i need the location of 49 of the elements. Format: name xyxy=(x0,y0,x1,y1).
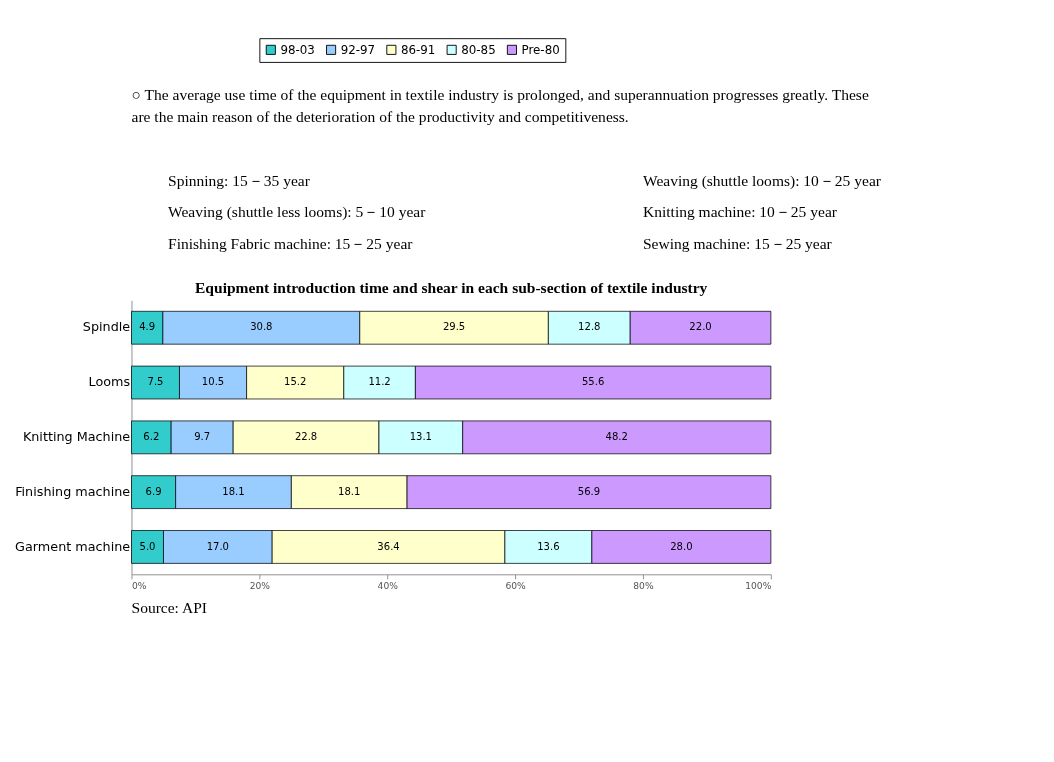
data-label: 48.2 xyxy=(605,431,628,443)
data-label: 36.4 xyxy=(377,540,400,552)
chart-title: Equipment introduction time and shear in each sub-section of textile industry xyxy=(195,279,708,297)
data-label: 22.8 xyxy=(294,431,318,443)
source-note: Source: API xyxy=(131,598,207,616)
text: ○ The average use time of the equipment in textile industry is prolonged, and superannuation progresses greatly. These are the main reason of the deterioration of the productivity and competitiveness. xyxy=(131,86,869,126)
data-label: 9.7 xyxy=(194,431,211,443)
legend-label: 92-97 xyxy=(340,42,376,57)
data-label: 6.9 xyxy=(145,485,162,497)
text: Weaving (shuttle looms): 10－25 year xyxy=(642,171,882,190)
y-tick-label: Garment machine xyxy=(15,538,131,554)
data-label: 15.2 xyxy=(284,376,307,388)
data-label: 17.0 xyxy=(206,540,229,552)
data-label: 56.9 xyxy=(577,485,601,497)
x-tick-label: 0% xyxy=(131,580,147,591)
data-label: 13.1 xyxy=(409,431,432,443)
data-label: 11.2 xyxy=(368,376,391,388)
x-tick-label: 60% xyxy=(505,580,527,591)
data-label: 13.6 xyxy=(537,540,560,552)
text: Weaving (shuttle less looms): 5－10 year xyxy=(168,203,427,222)
legend-label: 80-85 xyxy=(461,42,496,57)
data-label: 29.5 xyxy=(442,321,466,333)
x-tick-label: 20% xyxy=(249,580,271,591)
data-label: 12.8 xyxy=(578,321,601,333)
text: Finishing Fabric machine: 15－25 year xyxy=(168,234,414,252)
y-tick-label: Looms xyxy=(88,374,131,390)
y-tick-label: Spindle xyxy=(82,319,131,335)
text: Spinning: 15－35 year xyxy=(168,171,311,189)
data-label: 18.1 xyxy=(338,485,361,497)
data-label: 28.0 xyxy=(670,540,693,552)
x-tick-label: 80% xyxy=(633,580,654,591)
y-tick-label: Finishing machine xyxy=(15,483,131,499)
data-label: 7.5 xyxy=(147,376,164,388)
legend-label: 98-03 xyxy=(280,42,315,57)
text: Sewing machine: 15－25 year xyxy=(642,234,833,252)
data-label: 10.5 xyxy=(201,376,225,388)
data-label: 4.9 xyxy=(139,321,156,333)
y-tick-label: Knitting Machine xyxy=(22,428,131,444)
x-tick-label: 100% xyxy=(745,580,772,591)
data-label: 6.2 xyxy=(143,431,160,443)
data-label: 55.6 xyxy=(581,376,605,388)
x-tick-label: 40% xyxy=(377,580,399,591)
legend-label: Pre-80 xyxy=(521,42,560,57)
legend-label: 86-91 xyxy=(400,42,436,57)
data-label: 30.8 xyxy=(250,321,273,333)
data-label: 22.0 xyxy=(689,321,712,333)
data-label: 5.0 xyxy=(139,540,156,552)
text: Knitting machine: 10－25 year xyxy=(642,203,838,221)
data-label: 18.1 xyxy=(222,485,245,497)
